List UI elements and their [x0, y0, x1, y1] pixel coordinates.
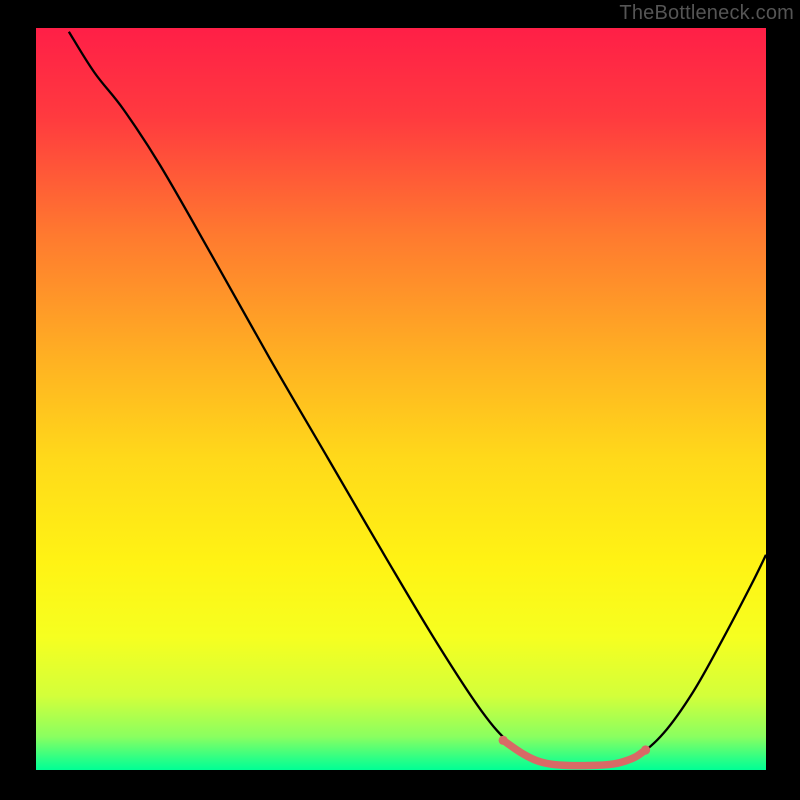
chart-svg: [36, 28, 766, 770]
chart-frame: TheBottleneck.com: [0, 0, 800, 800]
watermark-text: TheBottleneck.com: [619, 2, 794, 25]
gradient-background: [36, 28, 766, 770]
highlight-end-marker: [641, 745, 650, 754]
plot-area: [36, 28, 766, 770]
highlight-start-marker: [499, 736, 508, 745]
